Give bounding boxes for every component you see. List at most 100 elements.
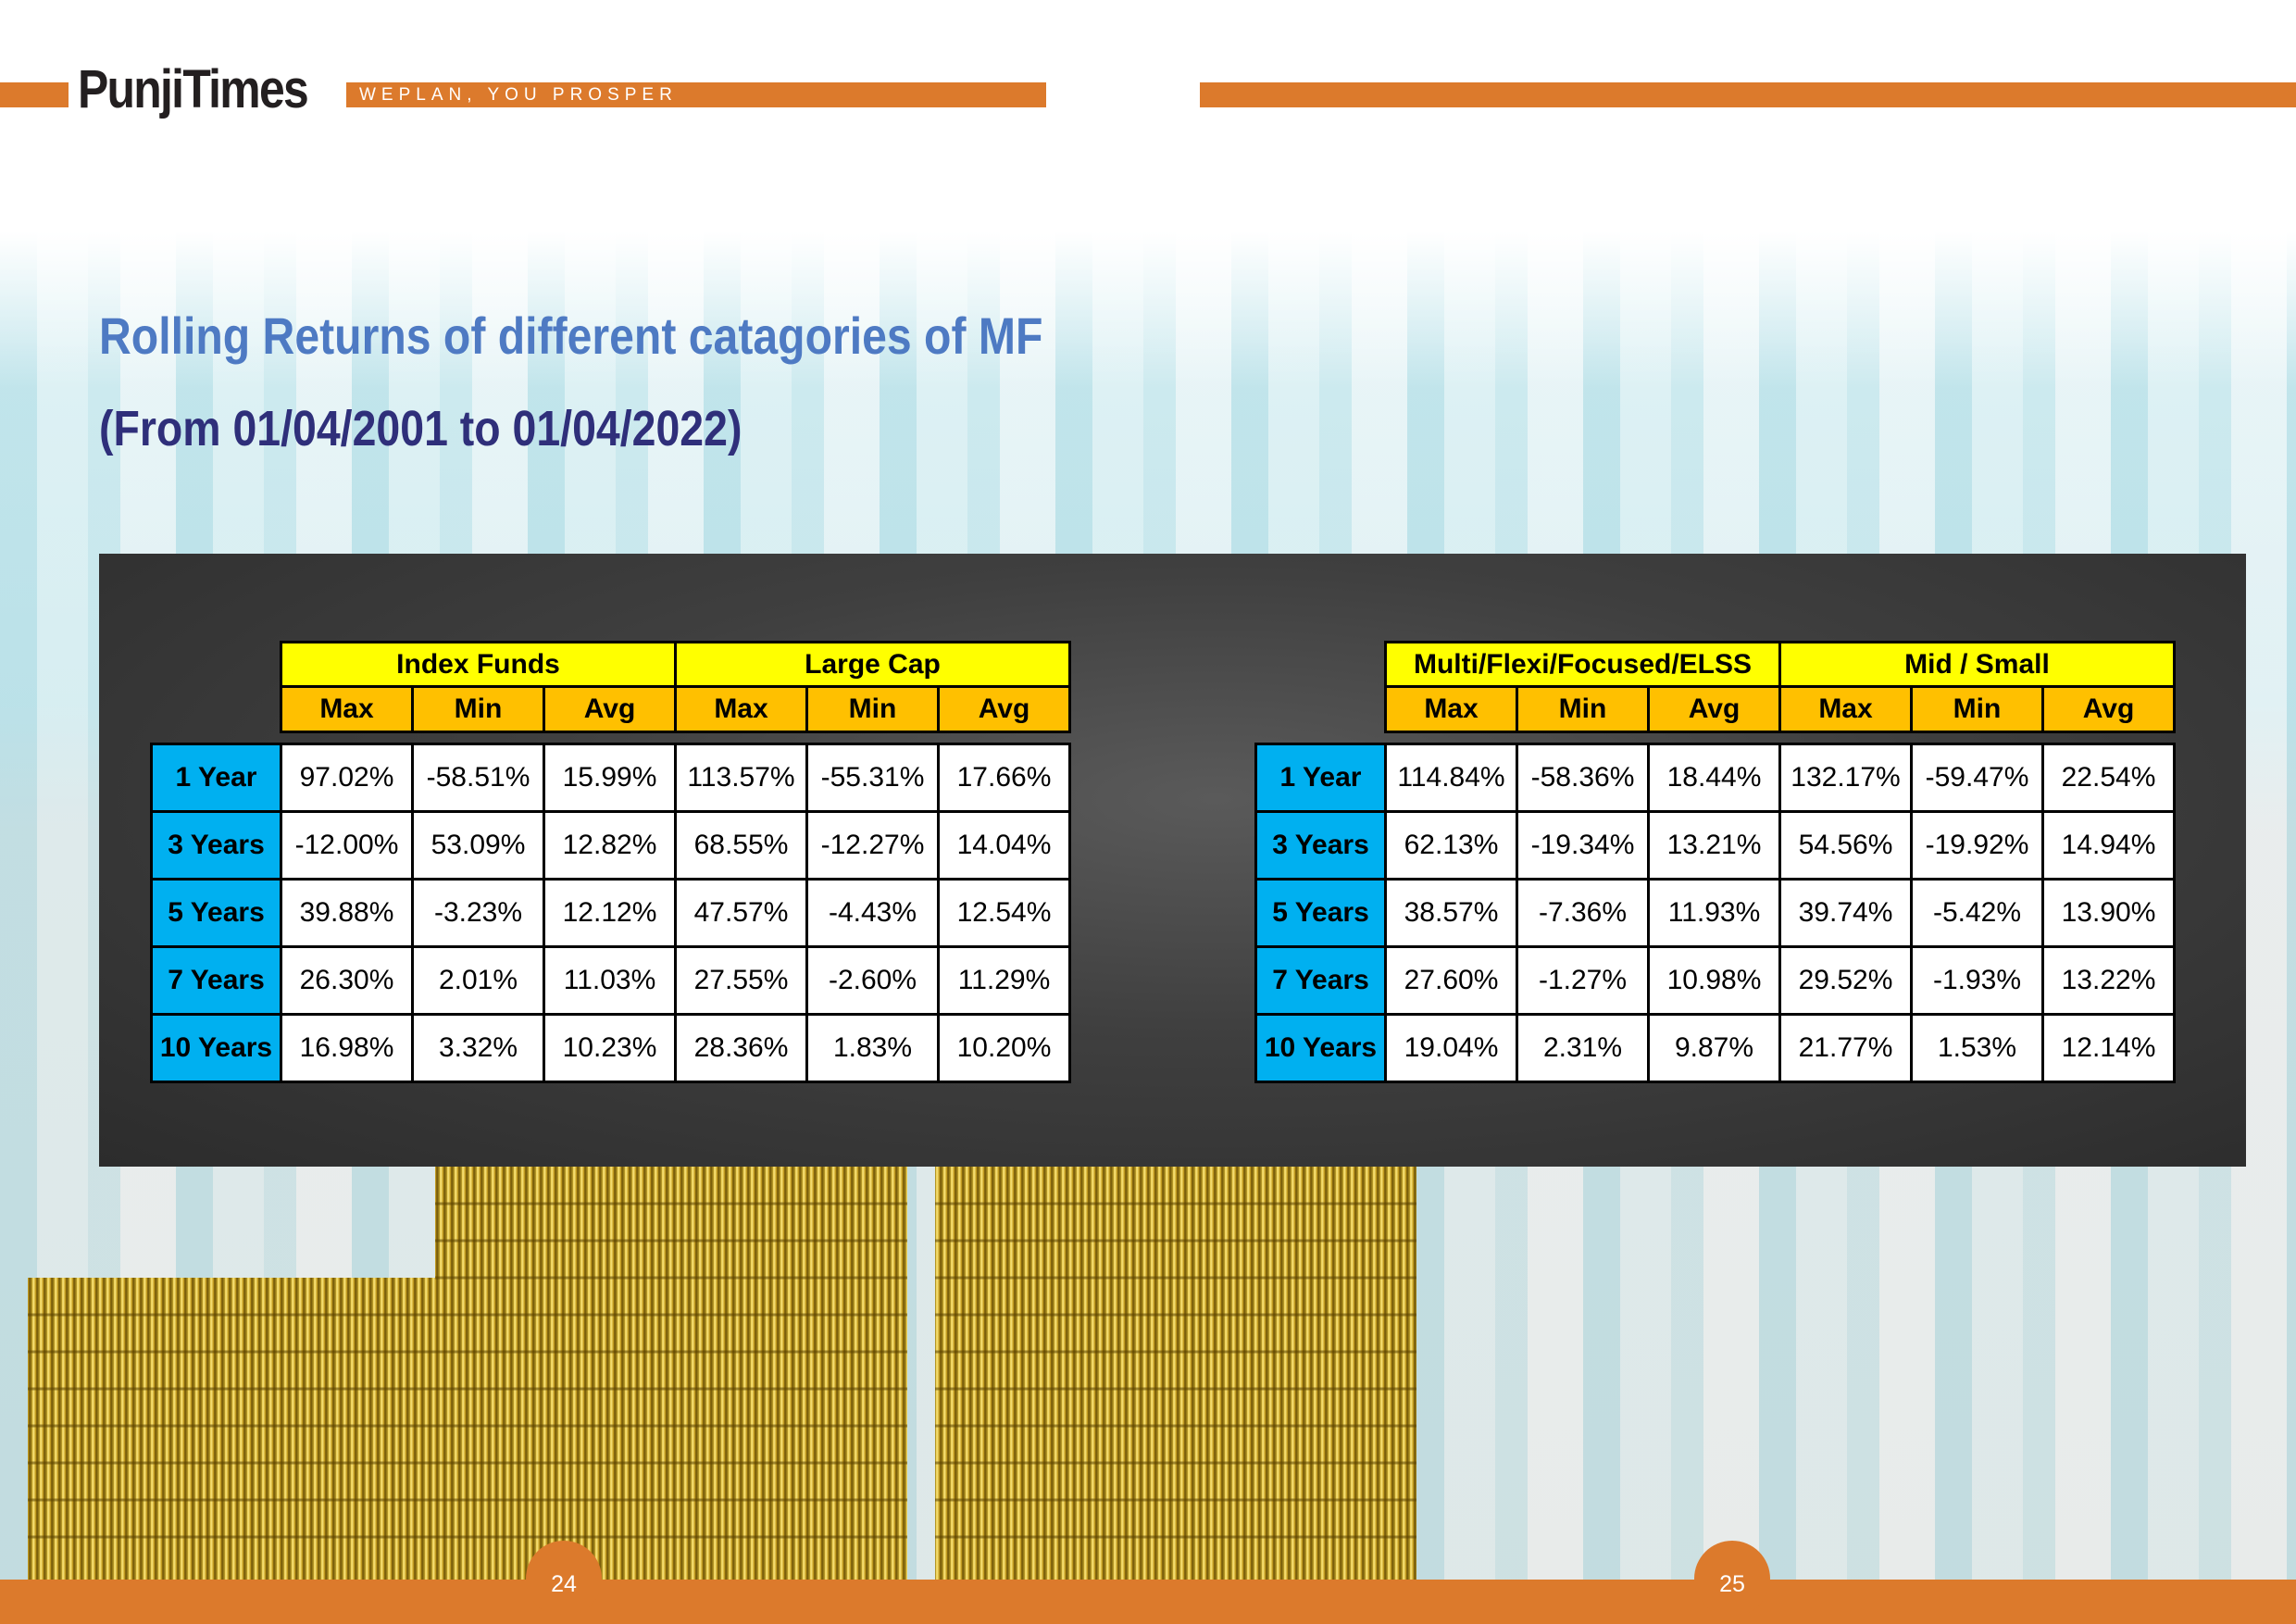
rolling-returns-table-left: Index Funds Large Cap Max Min Avg Max Mi… xyxy=(150,641,1071,1083)
column-header-row: Max Min Avg Max Min Avg xyxy=(152,685,1071,733)
row-label: 3 Years xyxy=(150,810,282,881)
table-cell: 13.21% xyxy=(1647,810,1781,881)
header-accent-bar-right xyxy=(1200,82,2296,107)
table-cell: 26.30% xyxy=(280,945,414,1016)
table-cell: 9.87% xyxy=(1647,1013,1781,1083)
rolling-returns-table-right: Multi/Flexi/Focused/ELSS Mid / Small Max… xyxy=(1254,641,2176,1083)
page-number-right: 25 xyxy=(1694,1541,1770,1617)
header-tagline-bar: WEPLAN, YOU PROSPER xyxy=(346,82,1046,107)
table-cell: -1.27% xyxy=(1516,945,1650,1016)
table-cell: 39.74% xyxy=(1778,878,1913,948)
table-cell: 22.54% xyxy=(2041,743,2176,813)
table-cell: -4.43% xyxy=(805,878,940,948)
table-cell: 19.04% xyxy=(1384,1013,1518,1083)
group-header: Multi/Flexi/Focused/ELSS xyxy=(1384,641,1781,688)
column-header: Max xyxy=(1384,685,1518,733)
group-header-row: Index Funds Large Cap xyxy=(152,641,1071,688)
column-header: Avg xyxy=(543,685,677,733)
table-cell: 27.60% xyxy=(1384,945,1518,1016)
table-cell: -7.36% xyxy=(1516,878,1650,948)
group-header-row: Multi/Flexi/Focused/ELSS Mid / Small xyxy=(1256,641,2176,688)
table-cell: 11.93% xyxy=(1647,878,1781,948)
row-label: 7 Years xyxy=(150,945,282,1016)
table-row: 7 Years 26.30% 2.01% 11.03% 27.55% -2.60… xyxy=(150,945,1071,1016)
table-corner xyxy=(1256,643,1386,687)
table-row: 3 Years -12.00% 53.09% 12.82% 68.55% -12… xyxy=(150,810,1071,881)
table-cell: 10.20% xyxy=(937,1013,1071,1083)
brand-logo: PunjiTimes xyxy=(78,59,309,119)
row-label: 5 Years xyxy=(1254,878,1387,948)
column-header: Avg xyxy=(1647,685,1781,733)
coin-stack-middle xyxy=(435,1167,907,1583)
column-header: Max xyxy=(674,685,808,733)
table-cell: 1.53% xyxy=(1910,1013,2044,1083)
brand-tagline: WEPLAN, YOU PROSPER xyxy=(359,84,678,105)
table-cell: -12.00% xyxy=(280,810,414,881)
table-cell: 132.17% xyxy=(1778,743,1913,813)
table-cell: 11.29% xyxy=(937,945,1071,1016)
table-cell: -3.23% xyxy=(411,878,545,948)
table-cell: 2.31% xyxy=(1516,1013,1650,1083)
group-header: Mid / Small xyxy=(1778,641,2176,688)
coin-stack-right xyxy=(935,1167,1416,1583)
table-cell: -12.27% xyxy=(805,810,940,881)
table-cell: 21.77% xyxy=(1778,1013,1913,1083)
table-cell: 16.98% xyxy=(280,1013,414,1083)
column-header: Min xyxy=(411,685,545,733)
table-cell: 17.66% xyxy=(937,743,1071,813)
header-accent-bar-left xyxy=(0,82,69,107)
coin-stack-left xyxy=(28,1278,463,1583)
table-cell: 10.98% xyxy=(1647,945,1781,1016)
column-header-row: Max Min Avg Max Min Avg xyxy=(1256,685,2176,733)
table-corner xyxy=(152,687,281,732)
table-cell: -58.51% xyxy=(411,743,545,813)
table-row: 7 Years 27.60% -1.27% 10.98% 29.52% -1.9… xyxy=(1254,945,2176,1016)
table-cell: 18.44% xyxy=(1647,743,1781,813)
table-row: 10 Years 19.04% 2.31% 9.87% 21.77% 1.53%… xyxy=(1254,1013,2176,1083)
table-cell: 3.32% xyxy=(411,1013,545,1083)
row-label: 5 Years xyxy=(150,878,282,948)
group-header: Large Cap xyxy=(674,641,1071,688)
table-cell: 54.56% xyxy=(1778,810,1913,881)
table-cell: -2.60% xyxy=(805,945,940,1016)
table-cell: -19.34% xyxy=(1516,810,1650,881)
table-cell: 12.12% xyxy=(543,878,677,948)
table-cell: 2.01% xyxy=(411,945,545,1016)
table-row: 5 Years 39.88% -3.23% 12.12% 47.57% -4.4… xyxy=(150,878,1071,948)
table-cell: 12.14% xyxy=(2041,1013,2176,1083)
table-cell: 14.94% xyxy=(2041,810,2176,881)
table-cell: 28.36% xyxy=(674,1013,808,1083)
table-corner xyxy=(152,643,281,687)
column-header: Min xyxy=(1910,685,2044,733)
row-label: 10 Years xyxy=(150,1013,282,1083)
row-label: 1 Year xyxy=(150,743,282,813)
column-header: Min xyxy=(805,685,940,733)
table-corner xyxy=(1256,687,1386,732)
column-header: Avg xyxy=(937,685,1071,733)
column-header: Min xyxy=(1516,685,1650,733)
table-row: 3 Years 62.13% -19.34% 13.21% 54.56% -19… xyxy=(1254,810,2176,881)
table-cell: 1.83% xyxy=(805,1013,940,1083)
column-header: Max xyxy=(280,685,414,733)
table-row: 1 Year 97.02% -58.51% 15.99% 113.57% -55… xyxy=(150,743,1071,813)
table-cell: 12.82% xyxy=(543,810,677,881)
row-label: 3 Years xyxy=(1254,810,1387,881)
table-cell: 13.22% xyxy=(2041,945,2176,1016)
table-row: 5 Years 38.57% -7.36% 11.93% 39.74% -5.4… xyxy=(1254,878,2176,948)
table-cell: -1.93% xyxy=(1910,945,2044,1016)
page-subtitle: (From 01/04/2001 to 01/04/2022) xyxy=(99,401,742,456)
table-cell: 11.03% xyxy=(543,945,677,1016)
table-cell: -59.47% xyxy=(1910,743,2044,813)
column-header: Max xyxy=(1778,685,1913,733)
table-cell: 114.84% xyxy=(1384,743,1518,813)
table-cell: 15.99% xyxy=(543,743,677,813)
table-cell: -58.36% xyxy=(1516,743,1650,813)
gold-coins-image xyxy=(28,1167,1416,1583)
column-header: Avg xyxy=(2041,685,2176,733)
table-cell: -5.42% xyxy=(1910,878,2044,948)
table-cell: 39.88% xyxy=(280,878,414,948)
table-cell: 53.09% xyxy=(411,810,545,881)
table-cell: -55.31% xyxy=(805,743,940,813)
page-number-label: 24 xyxy=(551,1571,577,1597)
table-cell: 14.04% xyxy=(937,810,1071,881)
